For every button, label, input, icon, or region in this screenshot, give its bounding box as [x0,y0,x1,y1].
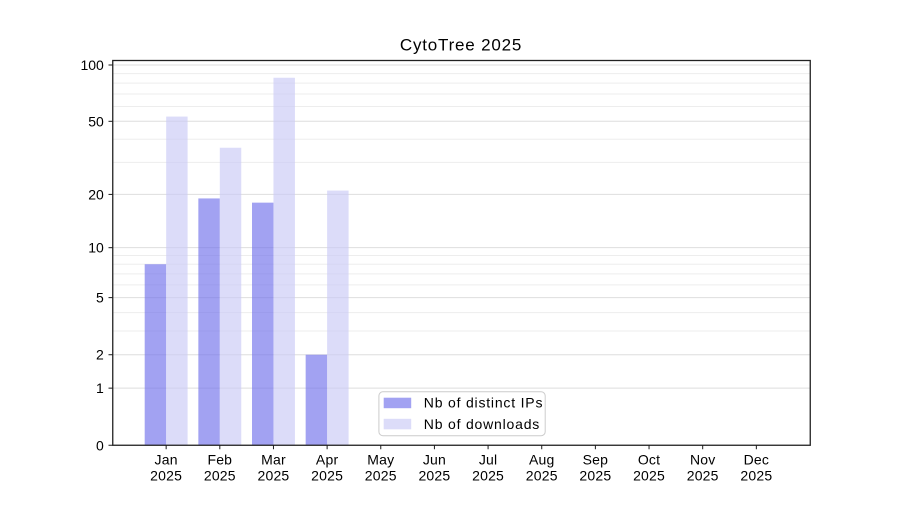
svg-text:2025: 2025 [579,468,611,484]
svg-text:Feb: Feb [207,452,232,468]
svg-text:CytoTree 2025: CytoTree 2025 [400,36,522,55]
svg-text:2025: 2025 [257,468,289,484]
svg-text:Apr: Apr [316,452,339,468]
svg-text:2025: 2025 [740,468,772,484]
svg-text:Nb of distinct IPs: Nb of distinct IPs [424,395,543,411]
svg-text:2025: 2025 [633,468,665,484]
svg-text:Jun: Jun [423,452,446,468]
svg-text:May: May [367,452,394,468]
svg-text:2025: 2025 [150,468,182,484]
svg-text:2025: 2025 [472,468,504,484]
svg-text:Aug: Aug [529,452,555,468]
svg-text:2025: 2025 [204,468,236,484]
svg-text:0: 0 [96,437,104,453]
svg-text:Nov: Nov [690,452,716,468]
svg-text:Oct: Oct [638,452,660,468]
svg-text:Dec: Dec [744,452,770,468]
svg-text:2025: 2025 [526,468,558,484]
svg-text:2025: 2025 [418,468,450,484]
svg-text:2025: 2025 [365,468,397,484]
svg-text:100: 100 [80,57,104,73]
svg-text:Sep: Sep [583,452,609,468]
svg-text:2025: 2025 [311,468,343,484]
svg-text:Mar: Mar [261,452,286,468]
svg-text:1: 1 [96,380,104,396]
svg-text:2025: 2025 [687,468,719,484]
svg-text:10: 10 [88,240,104,256]
svg-text:5: 5 [96,290,104,306]
svg-text:Jul: Jul [479,452,498,468]
svg-text:Nb of downloads: Nb of downloads [424,416,540,432]
svg-text:50: 50 [88,113,104,129]
svg-text:20: 20 [88,186,104,202]
svg-text:Jan: Jan [155,452,178,468]
svg-text:2: 2 [96,347,104,363]
